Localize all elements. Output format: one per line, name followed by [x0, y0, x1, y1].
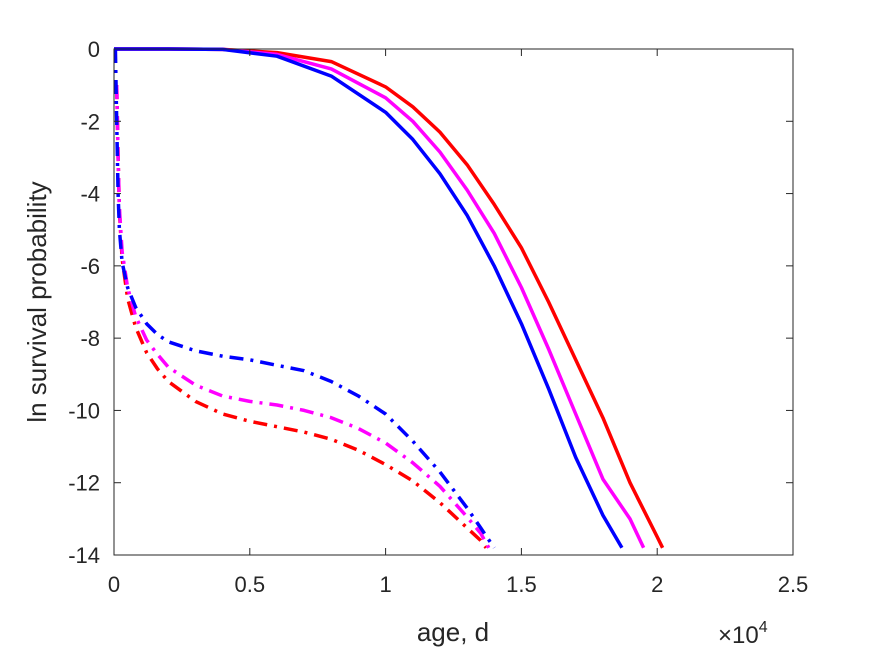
series-line-6 [113, 48, 496, 549]
y-tick-label: -8 [80, 326, 100, 351]
y-tick-label: -2 [80, 109, 100, 134]
x-tick-label: 0 [108, 572, 120, 597]
y-tick-label: -10 [68, 398, 100, 423]
y-tick-label: -12 [68, 471, 100, 496]
y-axis: 0 -2 -4 -6 -8 -10 -12 -14 [68, 37, 793, 568]
x-tick-label: 1 [379, 572, 391, 597]
x-tick-label: 0.5 [235, 572, 266, 597]
x-tick-label: 2.5 [778, 572, 809, 597]
x-axis: 0 0.5 1 1.5 2 2.5 [108, 49, 808, 597]
x-tick-label: 2 [651, 572, 663, 597]
y-tick-label: -4 [80, 182, 100, 207]
y-axis-label: ln survival probability [22, 181, 52, 422]
y-tick-label: -14 [68, 543, 100, 568]
plot-background [114, 49, 793, 555]
x-exponent-base: ×10 [718, 622, 759, 649]
x-axis-label: age, d [417, 617, 489, 647]
x-exponent-label: ×104 [718, 619, 768, 649]
plot-box [113, 48, 794, 556]
x-tick-label: 1.5 [506, 572, 537, 597]
y-tick-label: 0 [88, 37, 100, 62]
y-tick-label: -6 [80, 254, 100, 279]
x-exponent-power: 4 [759, 619, 768, 636]
